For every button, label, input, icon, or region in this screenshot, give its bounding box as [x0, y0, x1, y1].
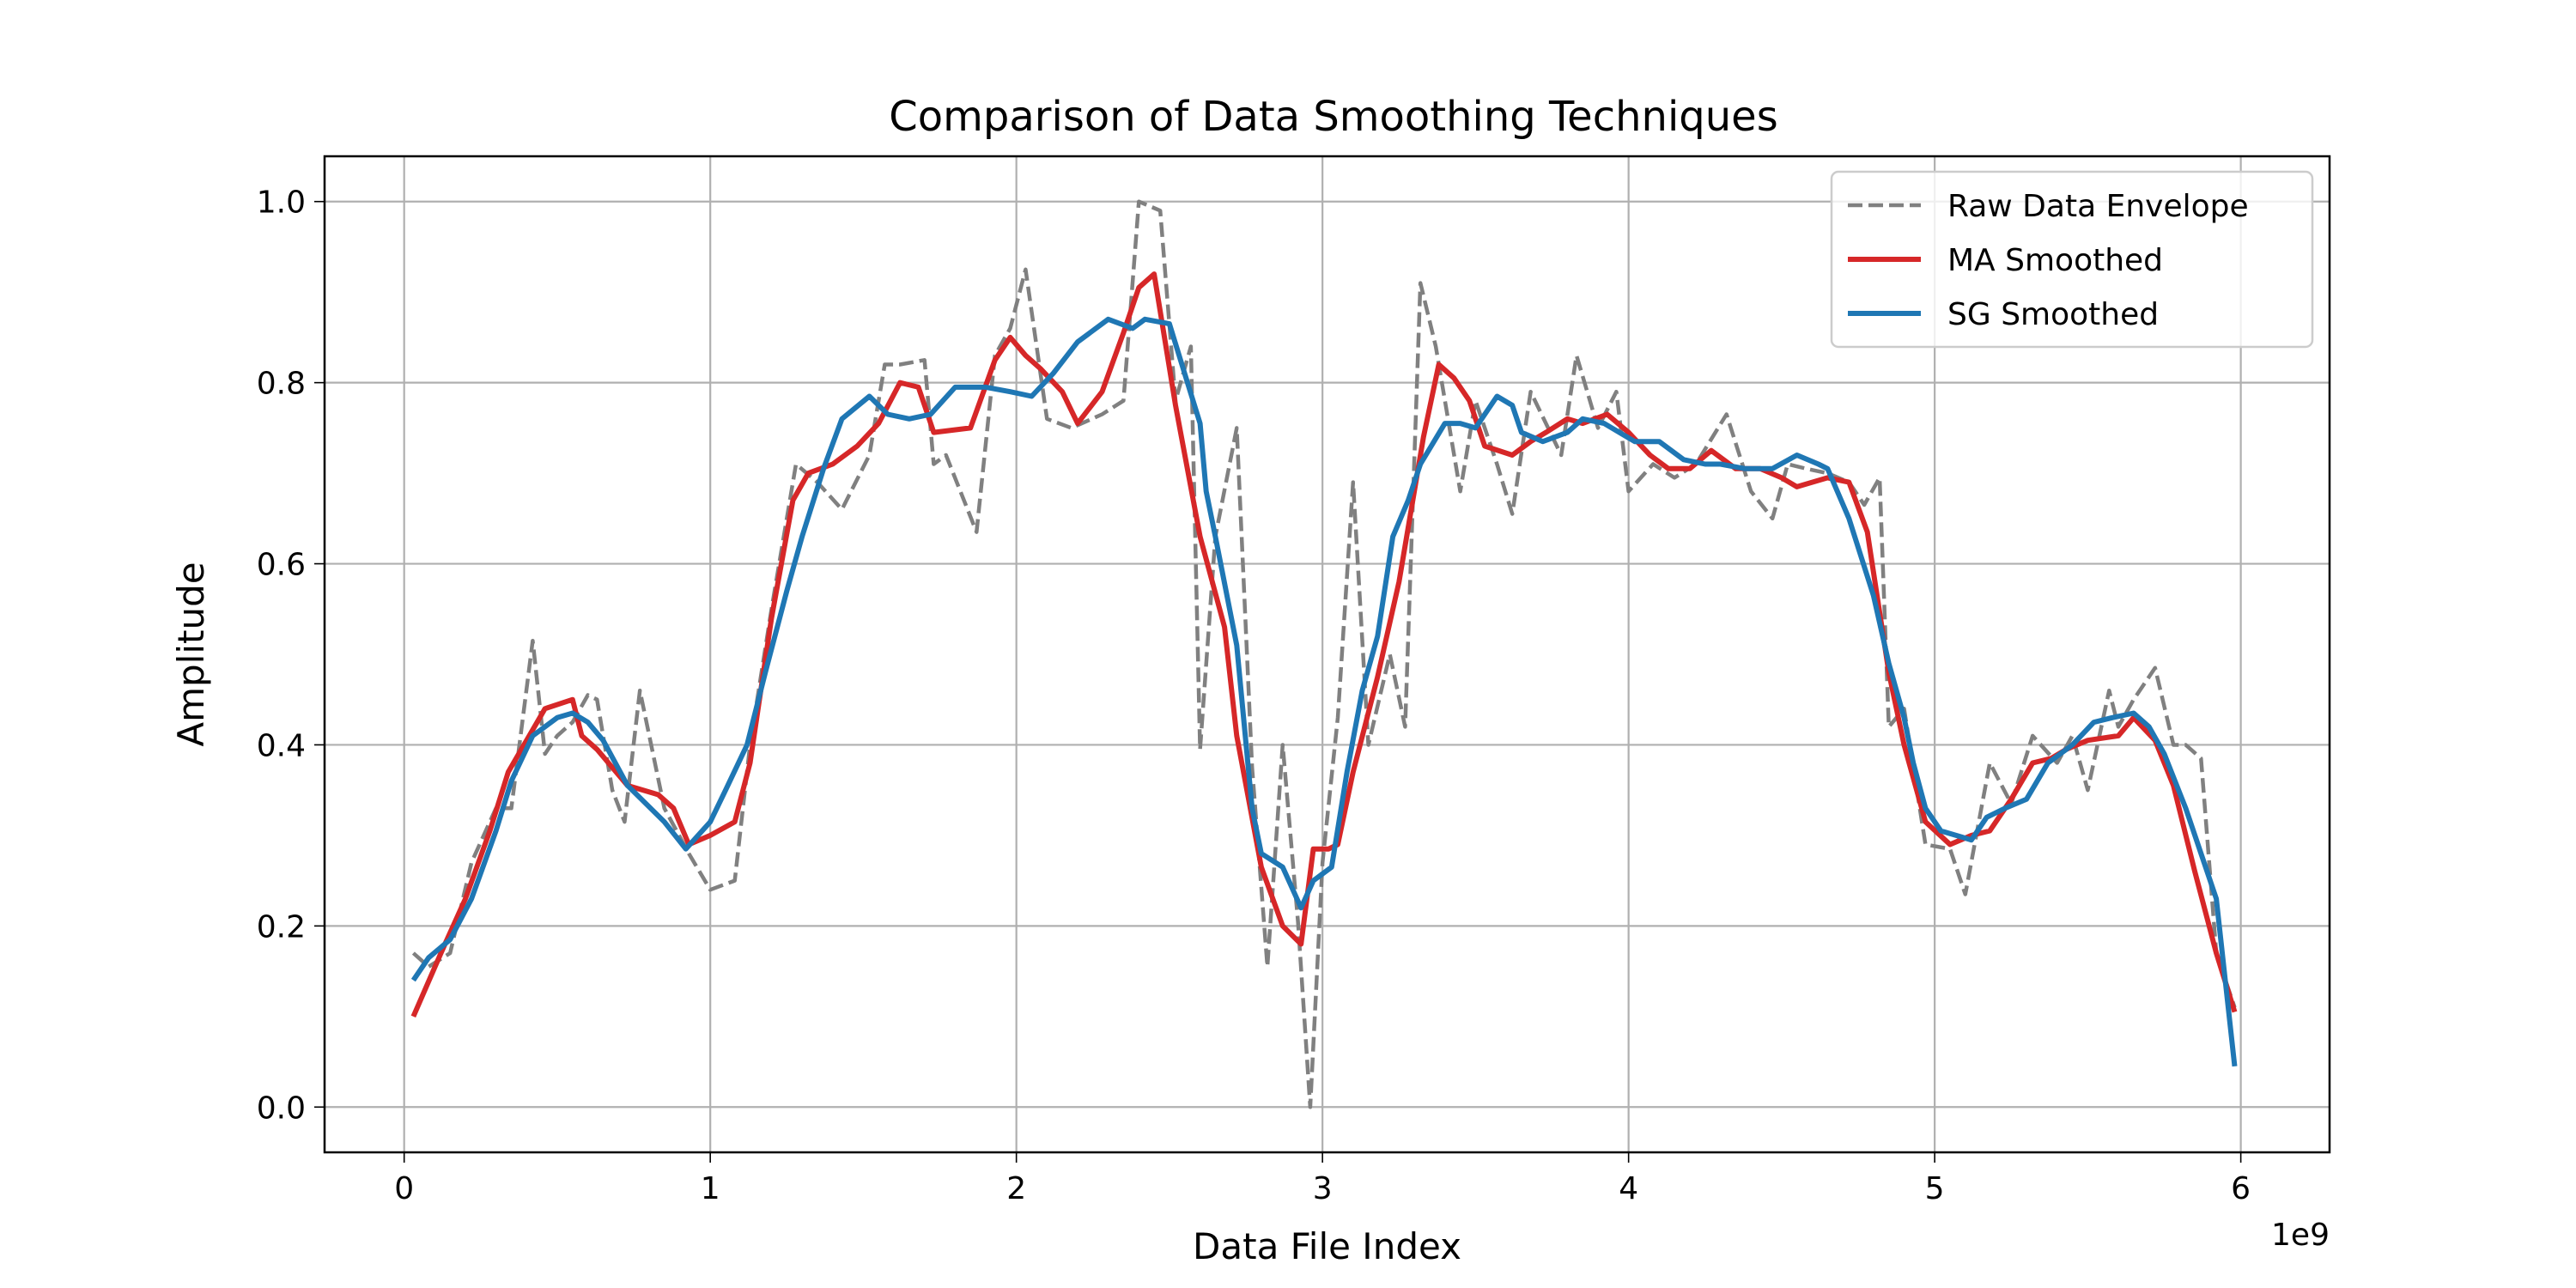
series-line-ma-smoothed	[410, 271, 2238, 1018]
legend-label-sg-smoothed: SG Smoothed	[1947, 297, 2159, 332]
legend-box	[1830, 170, 2314, 349]
x-tick-label: 4	[1619, 1171, 1638, 1206]
legend-label-ma-smoothed: MA Smoothed	[1947, 243, 2163, 278]
x-tick-label: 1	[701, 1171, 720, 1206]
series-line-raw-data-envelope	[411, 199, 2237, 1109]
y-axis-label: Amplitude	[170, 562, 212, 746]
x-axis-label: Data File Index	[1193, 1225, 1461, 1267]
chart-title: Comparison of Data Smoothing Techniques	[889, 93, 1777, 141]
y-tick-label: 0.0	[257, 1091, 306, 1126]
legend-label-raw-data-envelope: Raw Data Envelope	[1947, 189, 2249, 224]
x-axis-offset-label: 1e9	[2271, 1218, 2330, 1253]
series-line-sg-smoothed	[410, 316, 2238, 1067]
y-tick-label: 1.0	[257, 185, 306, 221]
x-tick-label: 5	[1925, 1171, 1945, 1206]
y-tick-label: 0.6	[257, 548, 306, 583]
legend: Raw Data Envelope MA Smoothed SG Smoothed	[1830, 170, 2314, 349]
plot-frame	[323, 155, 2331, 1154]
y-tick-label: 0.4	[257, 728, 306, 763]
y-tick-label: 0.8	[257, 367, 306, 402]
series-lines	[410, 199, 2238, 1109]
axis-ticks: 0 1 2 3 4 5 6 0.0 0.2 0.4 0.6 0.8 1.0	[257, 185, 2251, 1206]
x-tick-label: 6	[2231, 1171, 2251, 1206]
x-tick-label: 2	[1006, 1171, 1026, 1206]
x-tick-label: 3	[1313, 1171, 1333, 1206]
x-tick-label: 0	[394, 1171, 414, 1206]
y-tick-label: 0.2	[257, 909, 306, 945]
